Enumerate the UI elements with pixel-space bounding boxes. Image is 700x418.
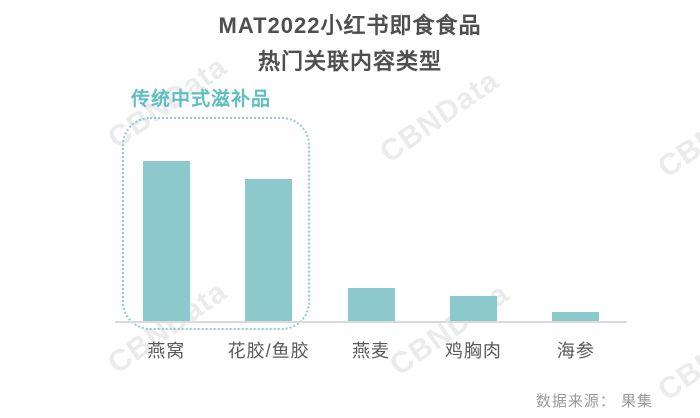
cbndata-watermark: CBNData	[652, 301, 700, 408]
x-label-0: 燕窝	[147, 341, 186, 361]
highlight-group-label: 传统中式滋补品	[131, 89, 272, 110]
bar-column-0	[115, 150, 217, 322]
chart-title: MAT2022小红书即食食品 热门关联内容类型	[0, 8, 700, 80]
bar-3	[449, 296, 497, 322]
x-label-1: 花胶/鱼胶	[227, 341, 310, 361]
bar-2	[347, 288, 395, 322]
x-label-2: 燕麦	[352, 341, 391, 361]
bar-4	[552, 312, 600, 322]
data-source-note: 数据来源： 果集	[535, 393, 653, 410]
x-label-4: 海参	[556, 341, 595, 361]
x-axis-line	[115, 321, 627, 323]
bar-1	[245, 179, 293, 322]
bars	[115, 150, 627, 322]
bar-column-2	[320, 150, 422, 322]
x-label-3: 鸡胸肉	[444, 341, 502, 361]
chart-title-line2: 热门关联内容类型	[257, 49, 442, 74]
chart-title-line1: MAT2022小红书即食食品	[218, 13, 482, 38]
bar-0	[142, 161, 190, 322]
bar-column-1	[217, 150, 319, 322]
bar-column-4	[525, 150, 627, 322]
bar-column-3	[422, 150, 524, 322]
highlight-group-outline	[122, 117, 310, 330]
cbndata-watermark: CBNData	[652, 78, 700, 185]
x-labels: 燕窝 花胶/鱼胶 燕麦 鸡胸肉 海参	[115, 337, 627, 363]
